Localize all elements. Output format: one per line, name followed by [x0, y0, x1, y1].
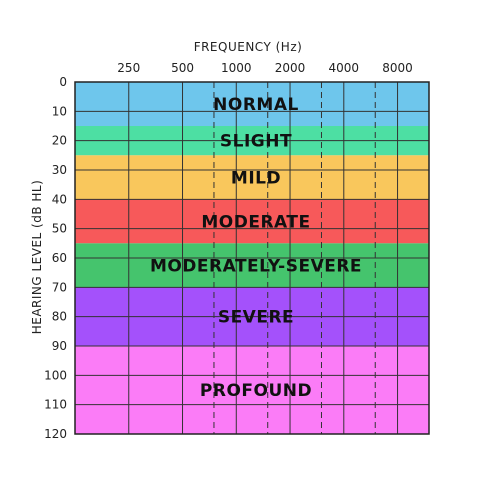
- plot-frame: [74, 81, 430, 435]
- chart-grid: [75, 82, 429, 434]
- x-tick-label: 1000: [221, 61, 252, 75]
- band-moderately-severe: [75, 243, 429, 288]
- x-tick-label: 250: [117, 61, 140, 75]
- y-tick-label: 40: [52, 192, 67, 206]
- hearing-level-tick-labels: 0 10 20 30 40 50 60 70 80 90 100 110 120: [44, 75, 67, 441]
- x-tick-label: 500: [171, 61, 194, 75]
- y-tick-label: 20: [52, 134, 67, 148]
- band-mild: [75, 155, 429, 200]
- y-tick-label: 110: [44, 398, 67, 412]
- band-normal: [75, 82, 429, 126]
- y-tick-label: 50: [52, 222, 67, 236]
- band-label-slight: SLIGHT: [220, 132, 292, 152]
- x-tick-label: 2000: [275, 61, 306, 75]
- y-tick-label: 70: [52, 280, 67, 294]
- x-tick-label: 8000: [382, 61, 413, 75]
- x-axis-title: FREQUENCY (Hz): [194, 40, 303, 54]
- frequency-tick-labels: 250 500 1000 2000 4000 8000: [117, 61, 413, 75]
- y-tick-label: 100: [44, 368, 67, 382]
- y-tick-label: 90: [52, 339, 67, 353]
- y-tick-label: 120: [44, 427, 67, 441]
- y-tick-label: 0: [59, 75, 67, 89]
- band-label-mild: MILD: [231, 168, 281, 188]
- y-tick-label: 30: [52, 163, 67, 177]
- x-tick-label: 4000: [329, 61, 360, 75]
- y-tick-label: 10: [52, 104, 67, 118]
- band-moderate: [75, 199, 429, 244]
- y-axis-title: HEARING LEVEL (dB HL): [30, 180, 44, 335]
- band-label-moderately-severe: MODERATELY-SEVERE: [150, 256, 362, 276]
- y-tick-label: 80: [52, 310, 67, 324]
- band-label-normal: NORMAL: [213, 95, 299, 115]
- band-label-profound: PROFOUND: [200, 381, 312, 401]
- band-profound: [75, 346, 429, 434]
- y-tick-label: 60: [52, 251, 67, 265]
- band-labels: NORMAL SLIGHT MILD MODERATE MODERATELY-SEVER…: [150, 95, 362, 401]
- band-label-moderate: MODERATE: [201, 212, 310, 232]
- band-label-severe: SEVERE: [218, 308, 294, 328]
